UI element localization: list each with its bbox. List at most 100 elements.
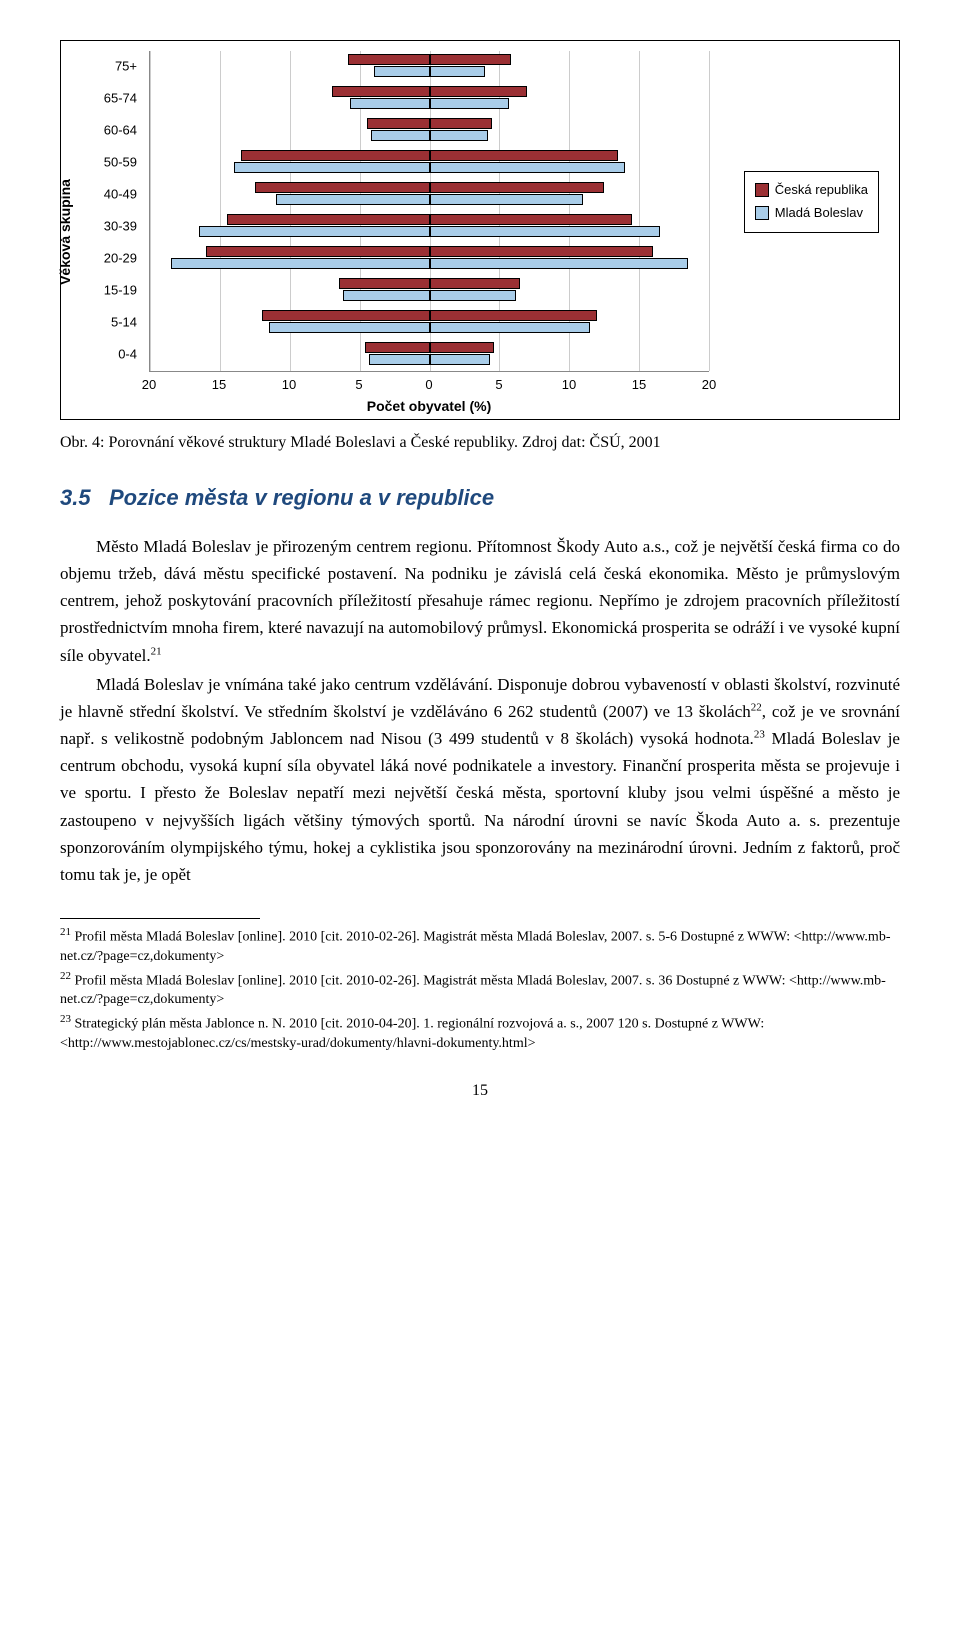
x-tick-label: 0	[425, 375, 432, 396]
bar-mb-right	[430, 66, 486, 77]
fn-text: Profil města Mladá Boleslav [online]. 20…	[60, 973, 886, 1007]
bar-cr-right	[430, 246, 654, 257]
para2c-text: Mladá Boleslav je centrum obchodu, vysok…	[60, 729, 900, 884]
fn-text: Strategický plán města Jablonce n. N. 20…	[60, 1017, 764, 1051]
legend-label: Mladá Boleslav	[775, 203, 863, 224]
y-axis-label: Věková skupina	[54, 179, 76, 285]
caption-obr: Obr. 4: Porovnání věkové struktury Mladé…	[60, 434, 518, 451]
bar-cr-right	[430, 182, 605, 193]
chart-row	[150, 51, 709, 83]
bar-mb-left	[269, 322, 430, 333]
footnote-21: 21 Profil města Mladá Boleslav [online].…	[60, 925, 900, 966]
footnote-23: 23 Strategický plán města Jablonce n. N.…	[60, 1012, 900, 1053]
bar-mb-right	[430, 354, 490, 365]
chart-row	[150, 307, 709, 339]
y-tick-label: 60-64	[104, 121, 141, 142]
bar-cr-right	[430, 310, 598, 321]
bar-mb-right	[430, 290, 517, 301]
bar-cr-left	[348, 54, 429, 65]
bar-mb-left	[369, 354, 429, 365]
bar-cr-left	[339, 278, 430, 289]
y-tick-label: 75+	[115, 57, 141, 78]
legend-label: Česká republika	[775, 180, 868, 201]
footnote-ref-22: 22	[751, 701, 762, 713]
footnotes: 21 Profil města Mladá Boleslav [online].…	[60, 925, 900, 1053]
footnote-ref-21: 21	[151, 645, 162, 657]
bar-cr-right	[430, 150, 619, 161]
y-tick-label: 5-14	[111, 313, 141, 334]
x-tick-label: 15	[212, 375, 226, 396]
legend-item-mb: Mladá Boleslav	[755, 203, 868, 224]
x-tick-label: 10	[282, 375, 296, 396]
chart-row	[150, 275, 709, 307]
section-heading: 3.5 Pozice města v regionu a v republice	[60, 480, 900, 515]
fn-num: 22	[60, 970, 71, 982]
bar-cr-left	[241, 150, 430, 161]
y-tick-label: 15-19	[104, 281, 141, 302]
y-tick-label: 0-4	[118, 345, 141, 366]
bar-mb-right	[430, 226, 661, 237]
chart-row	[150, 179, 709, 211]
swatch-icon	[755, 206, 769, 220]
bar-mb-left	[374, 66, 430, 77]
bar-cr-left	[227, 214, 430, 225]
bar-cr-left	[262, 310, 430, 321]
pyramid-chart: Věková skupina 75+65-7460-6450-5940-4930…	[60, 40, 900, 420]
x-tick-label: 20	[702, 375, 716, 396]
fn-num: 23	[60, 1013, 71, 1025]
bar-cr-left	[206, 246, 430, 257]
bar-mb-right	[430, 98, 510, 109]
bar-mb-left	[276, 194, 430, 205]
chart-inner: Věková skupina 75+65-7460-6450-5940-4930…	[71, 51, 889, 413]
figure-caption: Obr. 4: Porovnání věkové struktury Mladé…	[60, 430, 900, 456]
y-tick-label: 40-49	[104, 185, 141, 206]
bar-mb-right	[430, 130, 489, 141]
footnote-22: 22 Profil města Mladá Boleslav [online].…	[60, 969, 900, 1010]
bar-cr-right	[430, 86, 528, 97]
bar-mb-right	[430, 194, 584, 205]
bar-mb-left	[199, 226, 430, 237]
bar-cr-left	[367, 118, 430, 129]
bar-mb-left	[234, 162, 430, 173]
chart-row	[150, 147, 709, 179]
chart-legend: Česká republika Mladá Boleslav	[744, 171, 879, 233]
bar-mb-right	[430, 162, 626, 173]
bar-mb-left	[371, 130, 430, 141]
chart-row	[150, 243, 709, 275]
chart-row	[150, 339, 709, 371]
chart-row	[150, 211, 709, 243]
chart-row	[150, 115, 709, 147]
bar-mb-left	[343, 290, 430, 301]
bar-cr-right	[430, 54, 511, 65]
para1-text: Město Mladá Boleslav je přirozeným centr…	[60, 537, 900, 665]
y-ticks: 75+65-7460-6450-5940-4930-3920-2915-195-…	[91, 51, 141, 371]
bar-cr-left	[332, 86, 430, 97]
bar-cr-right	[430, 214, 633, 225]
y-tick-label: 50-59	[104, 153, 141, 174]
swatch-icon	[755, 183, 769, 197]
bar-cr-right	[430, 118, 493, 129]
footnote-separator	[60, 918, 260, 919]
legend-item-cr: Česká republika	[755, 180, 868, 201]
bar-mb-right	[430, 258, 689, 269]
x-ticks: 201510505101520	[149, 375, 709, 393]
heading-number: 3.5	[60, 485, 91, 510]
x-tick-label: 10	[562, 375, 576, 396]
caption-source: Zdroj dat: ČSÚ, 2001	[522, 434, 661, 451]
chart-row	[150, 83, 709, 115]
bar-cr-right	[430, 342, 494, 353]
paragraph-1: Město Mladá Boleslav je přirozeným centr…	[60, 533, 900, 669]
bar-cr-right	[430, 278, 521, 289]
footnote-ref-23: 23	[754, 728, 765, 740]
bar-cr-left	[365, 342, 429, 353]
plot-area	[149, 51, 709, 372]
bar-mb-right	[430, 322, 591, 333]
x-tick-label: 20	[142, 375, 156, 396]
x-tick-label: 5	[495, 375, 502, 396]
heading-text: Pozice města v regionu a v republice	[109, 485, 494, 510]
page-number: 15	[60, 1078, 900, 1104]
bar-mb-left	[350, 98, 430, 109]
x-tick-label: 15	[632, 375, 646, 396]
y-tick-label: 65-74	[104, 89, 141, 110]
fn-num: 21	[60, 926, 71, 938]
